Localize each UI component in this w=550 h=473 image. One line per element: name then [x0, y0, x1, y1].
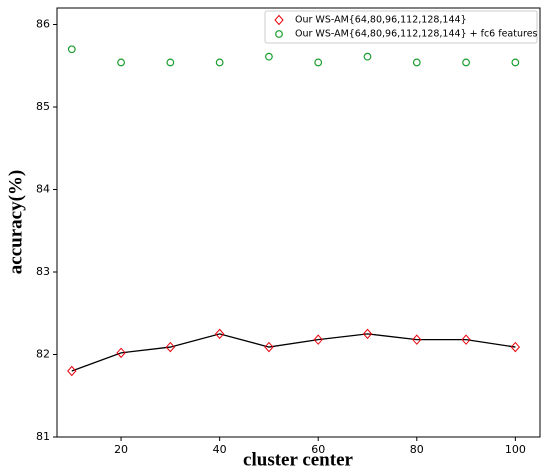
x-tick-label: 20 — [114, 443, 128, 456]
legend-label: Our WS-AM{64,80,96,112,128,144} — [295, 15, 467, 26]
data-point — [314, 58, 323, 67]
y-tick-label: 86 — [36, 18, 50, 31]
x-tick-label: 60 — [311, 443, 325, 456]
x-tick-label: 40 — [213, 443, 227, 456]
data-point — [362, 328, 373, 340]
data-point — [264, 341, 274, 353]
data-point — [265, 52, 273, 61]
y-tick-label: 85 — [36, 100, 50, 113]
data-point — [67, 365, 77, 377]
legend-box — [264, 10, 538, 44]
data-point — [166, 58, 175, 67]
y-tick-label: 84 — [36, 183, 50, 196]
y-tick-label: 82 — [36, 348, 50, 361]
y-tick-label: 83 — [36, 265, 50, 278]
legend-marker — [275, 30, 283, 38]
x-tick-label: 80 — [410, 443, 424, 456]
data-point — [313, 334, 323, 345]
data-point — [363, 52, 372, 61]
x-tick-label: 100 — [505, 443, 526, 456]
plot-frame — [56, 7, 541, 438]
y-tick-label: 81 — [36, 430, 50, 443]
series-line — [71, 333, 516, 372]
data-point — [165, 341, 176, 353]
legend-label: Our WS-AM{64,80,96,112,128,144} + fc6 fe… — [295, 29, 538, 40]
data-point — [461, 334, 471, 345]
data-point — [510, 341, 521, 353]
legend: Our WS-AM{64,80,96,112,128,144} Our WS-AM… — [264, 10, 538, 44]
data-point — [117, 58, 125, 67]
data-point — [511, 58, 520, 67]
data-point — [412, 58, 421, 67]
y-axis-label: accuracy(%) — [5, 170, 26, 274]
data-point — [67, 45, 76, 54]
data-point — [215, 58, 224, 67]
data-point — [412, 334, 422, 345]
x-axis-label: cluster center — [243, 449, 353, 470]
legend-marker — [274, 14, 284, 26]
data-point — [116, 347, 126, 359]
data-point — [214, 328, 225, 340]
data-point — [462, 58, 470, 67]
